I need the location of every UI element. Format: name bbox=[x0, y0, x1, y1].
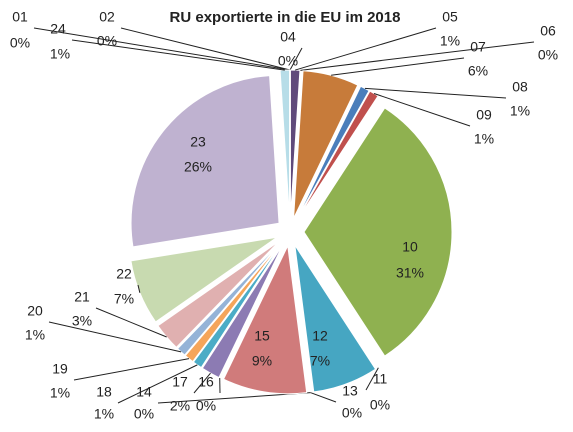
category-label: 21 bbox=[74, 289, 90, 305]
value-label: 0% bbox=[196, 398, 216, 414]
leader-line bbox=[300, 42, 534, 70]
value-label: 7% bbox=[114, 291, 134, 307]
category-label: 13 bbox=[342, 383, 358, 399]
pie-slice bbox=[280, 70, 289, 218]
category-label: 20 bbox=[27, 303, 43, 319]
value-label: 3% bbox=[72, 313, 92, 329]
category-label: 11 bbox=[373, 371, 388, 387]
value-label: 1% bbox=[440, 33, 460, 49]
category-label: 18 bbox=[96, 384, 112, 400]
value-label: 0% bbox=[278, 53, 298, 69]
category-label: 04 bbox=[280, 29, 296, 45]
value-label: 0% bbox=[370, 397, 390, 413]
category-label: 08 bbox=[512, 79, 528, 95]
leader-line bbox=[72, 40, 285, 70]
value-label: 31% bbox=[396, 265, 424, 281]
value-label: 7% bbox=[310, 353, 330, 369]
value-label: 1% bbox=[50, 385, 70, 401]
category-label: 14 bbox=[136, 384, 152, 400]
category-label: 07 bbox=[470, 39, 486, 55]
value-label: 1% bbox=[94, 406, 114, 422]
category-label: 19 bbox=[52, 361, 68, 377]
value-label: 9% bbox=[252, 353, 272, 369]
chart-title: RU exportierte in die EU im 2018 bbox=[170, 9, 401, 26]
category-label: 05 bbox=[442, 9, 458, 25]
category-label: 24 bbox=[50, 21, 66, 37]
value-label: 0% bbox=[342, 405, 362, 421]
category-label: 23 bbox=[190, 134, 206, 150]
category-label: 09 bbox=[476, 107, 492, 123]
value-label: 26% bbox=[184, 159, 212, 175]
category-label: 12 bbox=[312, 328, 328, 344]
value-label: 0% bbox=[538, 47, 558, 63]
category-label: 16 bbox=[198, 374, 214, 390]
category-label: 10 bbox=[402, 239, 418, 255]
value-label: 1% bbox=[510, 103, 530, 119]
leader-line bbox=[34, 28, 290, 70]
leader-line bbox=[365, 88, 506, 98]
category-label: 06 bbox=[540, 23, 556, 39]
category-label: 15 bbox=[254, 328, 270, 344]
value-label: 0% bbox=[134, 406, 154, 422]
value-label: 1% bbox=[50, 46, 70, 62]
category-label: 02 bbox=[99, 9, 115, 25]
value-label: 1% bbox=[25, 327, 45, 343]
category-label: 22 bbox=[116, 266, 132, 282]
category-label: 01 bbox=[12, 9, 28, 25]
value-label: 1% bbox=[474, 131, 494, 147]
value-label: 2% bbox=[170, 398, 190, 414]
leader-line bbox=[121, 28, 290, 70]
value-label: 0% bbox=[10, 35, 30, 51]
leader-line bbox=[331, 58, 464, 75]
leader-line bbox=[295, 28, 436, 70]
value-label: 6% bbox=[468, 63, 488, 79]
leader-line bbox=[311, 393, 336, 402]
